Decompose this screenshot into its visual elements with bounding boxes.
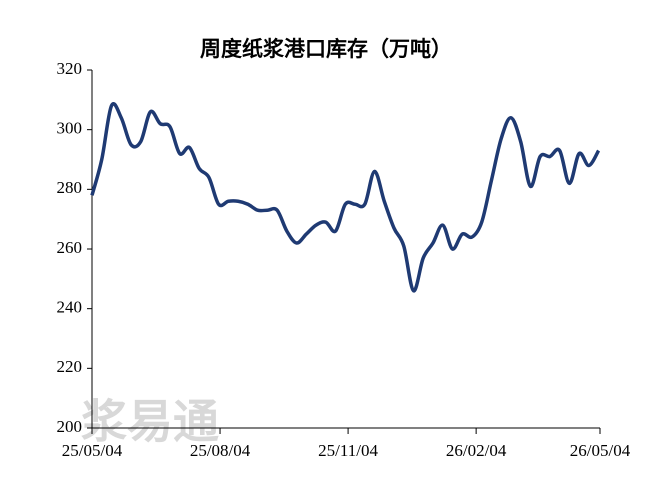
y-tick-label: 260 bbox=[57, 238, 83, 257]
y-tick-label: 200 bbox=[57, 417, 83, 436]
x-tick-label: 26/05/04 bbox=[570, 441, 631, 460]
watermark: 浆易通 bbox=[81, 395, 219, 449]
x-tick-label: 25/08/04 bbox=[190, 441, 251, 460]
y-tick-label: 280 bbox=[57, 178, 83, 197]
y-tick-label: 320 bbox=[57, 59, 83, 78]
x-tick-label: 25/05/04 bbox=[62, 441, 123, 460]
y-tick-label: 300 bbox=[57, 119, 83, 138]
x-tick-label: 26/02/04 bbox=[446, 441, 507, 460]
y-tick-label: 220 bbox=[57, 357, 83, 376]
chart-title: 周度纸浆港口库存（万吨） bbox=[200, 37, 452, 61]
x-tick-label: 25/11/04 bbox=[318, 441, 378, 460]
y-tick-label: 240 bbox=[57, 298, 83, 317]
data-line bbox=[90, 102, 601, 293]
